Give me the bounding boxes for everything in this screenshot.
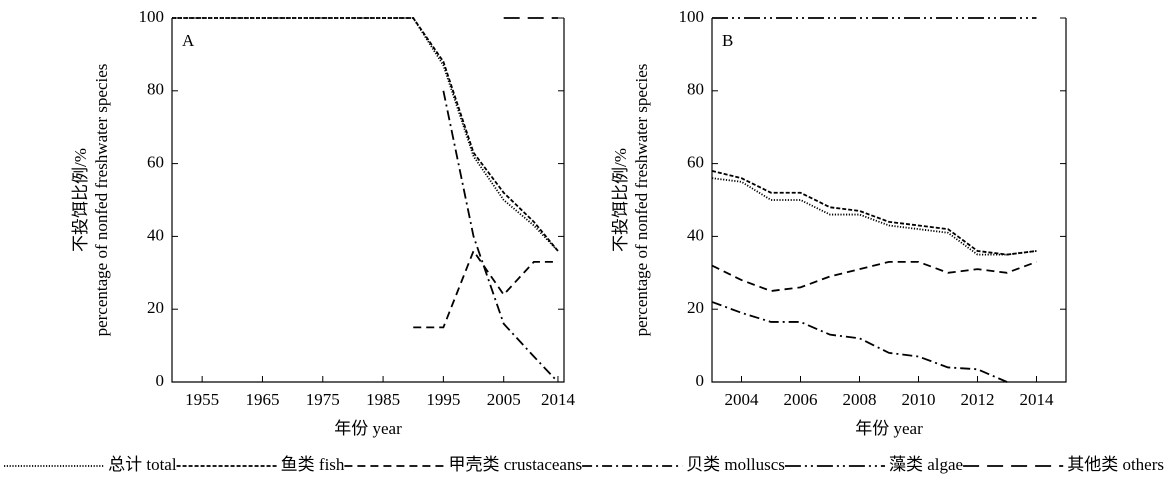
x-tick-label: 1955 (185, 390, 219, 409)
y-tick-label: 40 (687, 225, 704, 244)
series-line (711, 177, 1037, 256)
panel-label: B (722, 31, 733, 50)
series-line (172, 17, 559, 252)
y-axis-label: 不投饵比例/% (611, 148, 630, 252)
panel-label: A (182, 31, 195, 50)
x-tick-label: 2006 (784, 390, 818, 409)
series-line (711, 301, 1008, 383)
x-tick-label: 2014 (541, 390, 576, 409)
y-tick-label: 80 (147, 80, 164, 99)
y-tick-label: 0 (696, 371, 705, 390)
x-tick-label: 2012 (961, 390, 995, 409)
y-axis-label: percentage of nonfed freshwater species (92, 64, 111, 337)
y-axis-label: 不投饵比例/% (71, 148, 90, 252)
series-line (172, 17, 559, 252)
x-tick-label: 2005 (487, 390, 521, 409)
legend-label: 总计 total (108, 455, 177, 474)
y-tick-label: 0 (156, 371, 165, 390)
x-tick-label: 2010 (902, 390, 936, 409)
series-line (442, 90, 559, 383)
y-tick-label: 100 (679, 7, 705, 26)
x-axis-label: 年份 year (855, 419, 923, 438)
x-tick-label: 1995 (426, 390, 460, 409)
series-line (413, 249, 558, 329)
y-tick-label: 60 (147, 153, 164, 172)
axis-line (711, 18, 1067, 383)
axis-line (171, 18, 565, 383)
series-line (711, 260, 1037, 292)
x-tick-label: 2004 (725, 390, 760, 409)
y-tick-label: 100 (139, 7, 165, 26)
y-axis-label: percentage of nonfed freshwater species (632, 64, 651, 337)
x-axis-label: 年份 year (334, 419, 402, 438)
y-tick-label: 60 (687, 153, 704, 172)
x-tick-label: 2008 (843, 390, 877, 409)
y-tick-label: 40 (147, 225, 164, 244)
y-tick-label: 80 (687, 80, 704, 99)
legend-label: 其他类 others (1067, 455, 1164, 474)
legend-label: 藻类 algae (889, 455, 963, 474)
series-line (711, 170, 1037, 256)
legend-label: 贝类 molluscs (686, 455, 785, 474)
x-tick-label: 2014 (1020, 390, 1055, 409)
x-tick-label: 1965 (245, 390, 279, 409)
y-tick-label: 20 (687, 298, 704, 317)
y-tick-label: 20 (147, 298, 164, 317)
x-tick-label: 1985 (366, 390, 400, 409)
legend-label: 鱼类 fish (281, 455, 345, 474)
legend-label: 甲壳类 crustaceans (449, 455, 583, 474)
x-tick-label: 1975 (306, 390, 340, 409)
